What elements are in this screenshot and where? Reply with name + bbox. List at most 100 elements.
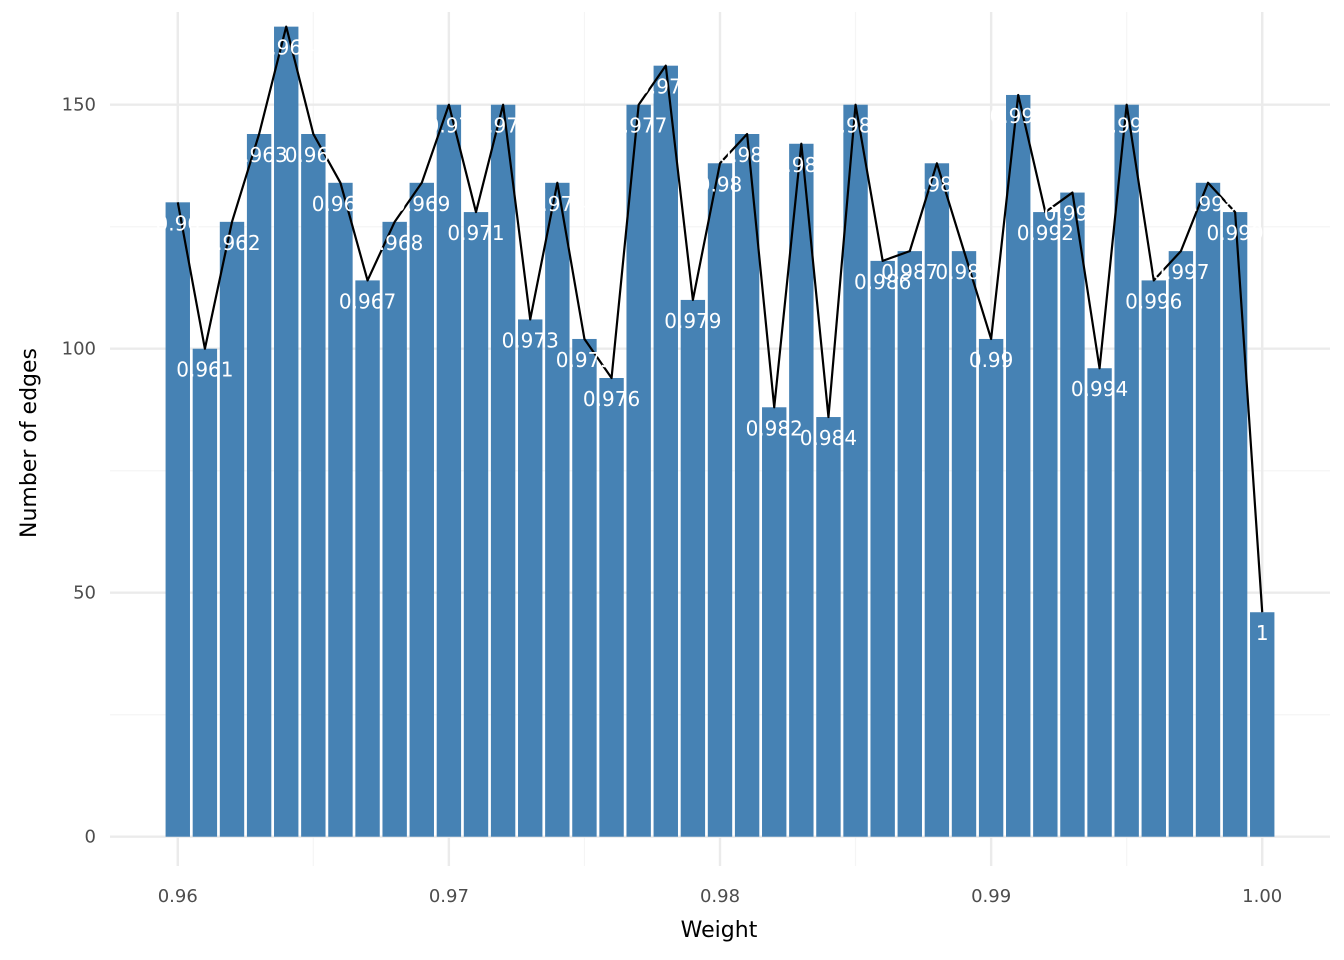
bar bbox=[518, 319, 543, 837]
x-tick-label: 0.96 bbox=[158, 886, 198, 907]
bar-label: 0.984 bbox=[800, 426, 857, 450]
bar-label: 0.975 bbox=[556, 348, 613, 372]
bar-label: 0.965 bbox=[285, 143, 342, 167]
bar-label: 0.981 bbox=[718, 143, 775, 167]
bar-label: 0.972 bbox=[474, 114, 531, 138]
bar-label: 0.989 bbox=[935, 260, 992, 284]
bar bbox=[545, 182, 570, 837]
bar bbox=[246, 134, 272, 837]
bar bbox=[816, 417, 841, 837]
bar-label: 0.961 bbox=[176, 358, 233, 382]
x-axis-ticks: 0.96 0.97 0.98 0.99 1.00 bbox=[158, 886, 1283, 907]
bar bbox=[355, 280, 380, 837]
bar bbox=[762, 407, 787, 837]
bar bbox=[1168, 251, 1194, 837]
bar-label: 0.995 bbox=[1098, 114, 1155, 138]
bar-label: 0.966 bbox=[312, 192, 369, 216]
bar bbox=[924, 163, 950, 837]
bar-label: 0.998 bbox=[1179, 192, 1236, 216]
bar bbox=[978, 338, 1004, 837]
bar bbox=[219, 221, 245, 837]
bar bbox=[382, 221, 407, 837]
series-line bbox=[176, 25, 1264, 613]
x-tick-label: 0.99 bbox=[971, 886, 1011, 907]
x-axis-title: Weight bbox=[681, 918, 758, 943]
bar-label: 0.962 bbox=[203, 231, 260, 255]
bar-label: 0.977 bbox=[610, 114, 667, 138]
bar bbox=[680, 299, 706, 837]
bar bbox=[1222, 212, 1248, 837]
bar bbox=[1087, 368, 1112, 837]
bar-label: 0.985 bbox=[827, 114, 884, 138]
bar-label: 0.99 bbox=[969, 348, 1014, 372]
bar-label: 0.982 bbox=[746, 416, 803, 440]
bar-label: 0.97 bbox=[427, 114, 472, 138]
bar bbox=[1006, 94, 1031, 837]
bar bbox=[897, 251, 922, 837]
bar bbox=[1114, 104, 1139, 837]
x-tick-label: 0.97 bbox=[429, 886, 469, 907]
bar bbox=[653, 65, 678, 837]
bar-label: 0.992 bbox=[1017, 221, 1074, 245]
bar bbox=[1141, 280, 1166, 837]
y-tick-label: 50 bbox=[73, 583, 96, 604]
bar bbox=[789, 143, 814, 837]
bar-label: 0.999 bbox=[1206, 221, 1263, 245]
bar-label: 0.983 bbox=[773, 153, 830, 177]
x-tick-label: 1.00 bbox=[1242, 886, 1282, 907]
bar bbox=[165, 202, 190, 837]
bar bbox=[1250, 612, 1275, 837]
y-tick-label: 0 bbox=[85, 827, 96, 848]
bar bbox=[626, 104, 651, 837]
y-axis-title: Number of edges bbox=[17, 348, 42, 538]
bar-label: 0.976 bbox=[583, 387, 640, 411]
frequency-line bbox=[176, 25, 1264, 613]
bar bbox=[436, 104, 462, 837]
bar-label: 0.978 bbox=[637, 75, 694, 99]
bars bbox=[165, 26, 1275, 837]
y-tick-label: 150 bbox=[62, 95, 96, 116]
bar-label: 0.991 bbox=[990, 104, 1047, 128]
bar-label: 0.997 bbox=[1152, 260, 1209, 284]
bar-label: 0.987 bbox=[881, 260, 938, 284]
bar-label: 0.971 bbox=[447, 221, 504, 245]
bar bbox=[301, 134, 326, 837]
bar bbox=[1195, 182, 1221, 837]
bar bbox=[843, 104, 868, 837]
bar-label: 0.993 bbox=[1044, 202, 1101, 226]
y-axis-ticks: 0 50 100 150 bbox=[62, 95, 96, 848]
bar-label: 0.973 bbox=[502, 328, 559, 352]
bar bbox=[707, 163, 733, 837]
bar-label: 0.996 bbox=[1125, 289, 1182, 313]
bar bbox=[599, 378, 624, 837]
bar bbox=[274, 26, 299, 837]
bar bbox=[192, 348, 218, 837]
bar-label: 0.98 bbox=[698, 172, 743, 196]
bar-label: 0.969 bbox=[393, 192, 450, 216]
bar-label: 0.963 bbox=[230, 143, 287, 167]
bar-label: 0.96 bbox=[156, 211, 201, 235]
bar-labels: 0.96 0.961 0.962 0.963 0.964 0.965 0.966 0.967 0… bbox=[156, 36, 1269, 646]
bar-label: 0.994 bbox=[1071, 377, 1128, 401]
bar-label: 1 bbox=[1256, 621, 1269, 645]
bar bbox=[409, 182, 434, 837]
bar bbox=[870, 260, 895, 837]
bar-label: 0.988 bbox=[908, 172, 965, 196]
y-tick-label: 100 bbox=[62, 339, 96, 360]
bar-label: 0.986 bbox=[854, 270, 911, 294]
bar bbox=[1060, 192, 1085, 837]
bar bbox=[572, 338, 597, 837]
bar bbox=[463, 212, 489, 837]
bar bbox=[490, 104, 516, 837]
x-tick-label: 0.98 bbox=[700, 886, 740, 907]
bar bbox=[1033, 212, 1058, 837]
bar-label: 0.979 bbox=[664, 309, 721, 333]
bar-label: 0.974 bbox=[529, 192, 586, 216]
bar-label: 0.964 bbox=[258, 36, 315, 60]
bar bbox=[328, 182, 353, 837]
bar bbox=[734, 134, 760, 837]
bar bbox=[951, 251, 977, 837]
bar-label: 0.967 bbox=[339, 289, 396, 313]
bar-label: 0.968 bbox=[366, 231, 423, 255]
